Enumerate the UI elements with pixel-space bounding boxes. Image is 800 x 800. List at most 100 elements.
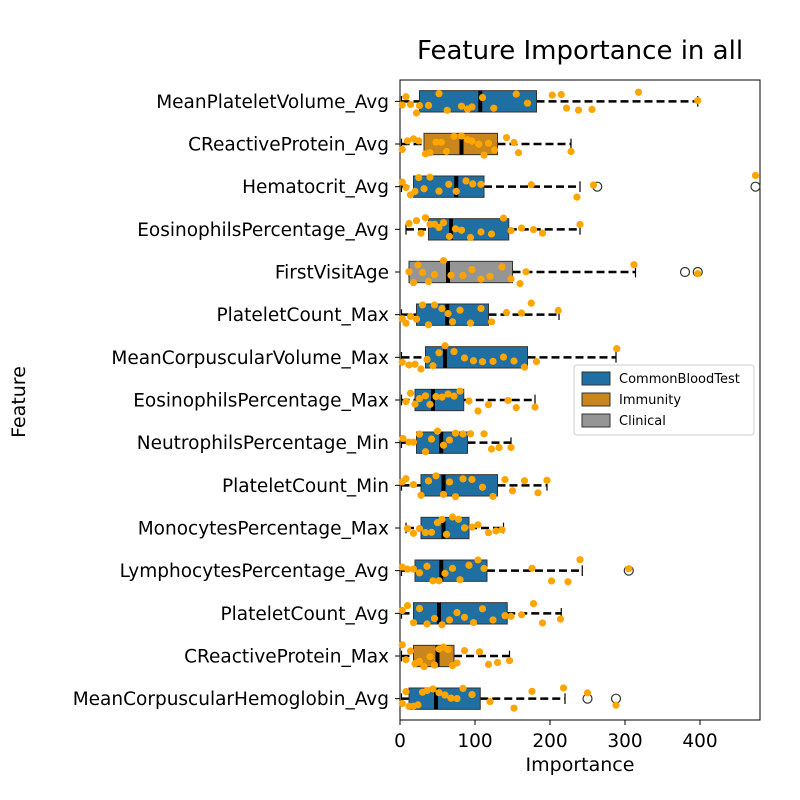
data-point — [415, 569, 424, 577]
data-point — [430, 614, 439, 623]
data-point — [445, 180, 453, 188]
data-point — [468, 475, 476, 484]
data-point — [409, 619, 418, 627]
data-point — [443, 106, 451, 114]
data-point — [433, 427, 442, 435]
data-point — [499, 353, 508, 361]
data-point — [415, 101, 424, 110]
y-tick-label: CReactiveProtein_Avg — [188, 135, 389, 156]
data-point — [477, 180, 485, 188]
data-point — [409, 529, 418, 537]
data-point — [486, 272, 494, 280]
data-point — [411, 400, 419, 408]
data-point — [398, 606, 406, 615]
data-point — [532, 358, 541, 366]
data-point — [510, 138, 518, 147]
data-point — [478, 483, 487, 491]
data-point — [453, 608, 461, 617]
data-point — [474, 407, 482, 415]
data-point — [459, 430, 467, 438]
data-point — [447, 271, 455, 279]
y-tick-label: NeutrophilsPercentage_Min — [137, 433, 389, 454]
y-tick-label: MeanCorpuscularHemoglobin_Avg — [73, 689, 389, 710]
data-point — [441, 342, 449, 350]
data-point — [426, 149, 434, 157]
data-point — [505, 657, 514, 665]
data-point — [445, 436, 454, 444]
data-point — [490, 146, 499, 154]
data-point — [402, 475, 410, 483]
data-point — [435, 577, 443, 585]
data-point — [502, 133, 511, 142]
data-point — [460, 613, 469, 621]
feature-row — [405, 214, 584, 242]
data-point — [405, 268, 413, 276]
data-point — [477, 304, 485, 313]
data-point — [450, 347, 458, 356]
box — [419, 90, 537, 113]
data-point — [466, 319, 475, 327]
data-point — [489, 492, 497, 501]
data-point — [589, 181, 598, 189]
data-point — [520, 363, 529, 371]
data-point — [507, 275, 515, 283]
data-point — [468, 266, 476, 274]
data-point — [557, 90, 565, 99]
data-point — [417, 365, 425, 373]
data-point — [528, 564, 536, 572]
data-point — [531, 403, 539, 411]
data-point — [480, 564, 488, 573]
data-point — [498, 526, 506, 534]
data-point — [751, 171, 760, 180]
data-point — [468, 103, 476, 111]
plot-area — [398, 79, 761, 721]
data-point — [441, 569, 449, 577]
legend-swatch — [581, 392, 611, 407]
data-point — [492, 527, 500, 535]
data-point — [612, 701, 620, 709]
feature-row — [398, 641, 514, 671]
y-tick-label: EosinophilsPercentage_Max — [133, 391, 389, 412]
y-tick-label: PlateletCount_Avg — [221, 604, 390, 625]
data-point — [504, 396, 512, 405]
data-point — [507, 612, 515, 620]
data-point — [512, 404, 520, 412]
feature-row — [398, 600, 565, 629]
y-tick-label: MonocytesPercentage_Max — [138, 519, 389, 540]
data-point — [435, 223, 443, 232]
y-tick-labels: MeanPlateletVolume_Avg CReactiveProtein_A… — [73, 92, 400, 710]
data-point — [475, 140, 483, 148]
data-point — [421, 392, 430, 400]
y-tick-label: EosinophilsPercentage_Avg — [137, 220, 389, 241]
data-point — [477, 275, 485, 283]
data-point — [634, 88, 643, 96]
data-point — [429, 685, 437, 693]
data-point — [418, 301, 427, 309]
data-point — [517, 224, 526, 232]
data-point — [468, 690, 476, 699]
x-tick-label: 300 — [607, 731, 642, 752]
data-point — [426, 653, 434, 661]
data-point — [510, 357, 518, 365]
data-point — [495, 444, 503, 452]
data-point — [414, 261, 422, 269]
data-point — [438, 621, 446, 629]
data-point — [478, 605, 487, 613]
data-point — [435, 90, 443, 98]
data-point — [441, 691, 449, 699]
data-point — [453, 694, 461, 703]
data-point — [529, 225, 538, 234]
data-point — [474, 556, 482, 564]
feature-row — [403, 513, 506, 540]
feature-row — [398, 299, 562, 329]
data-point — [576, 220, 584, 229]
data-point — [460, 646, 469, 655]
data-point — [432, 393, 440, 401]
data-point — [452, 187, 460, 195]
legend-swatch — [581, 413, 611, 428]
y-axis-label: Feature — [8, 366, 30, 438]
data-point — [480, 151, 488, 159]
x-tick-label: 400 — [682, 731, 717, 752]
data-point — [438, 305, 446, 313]
